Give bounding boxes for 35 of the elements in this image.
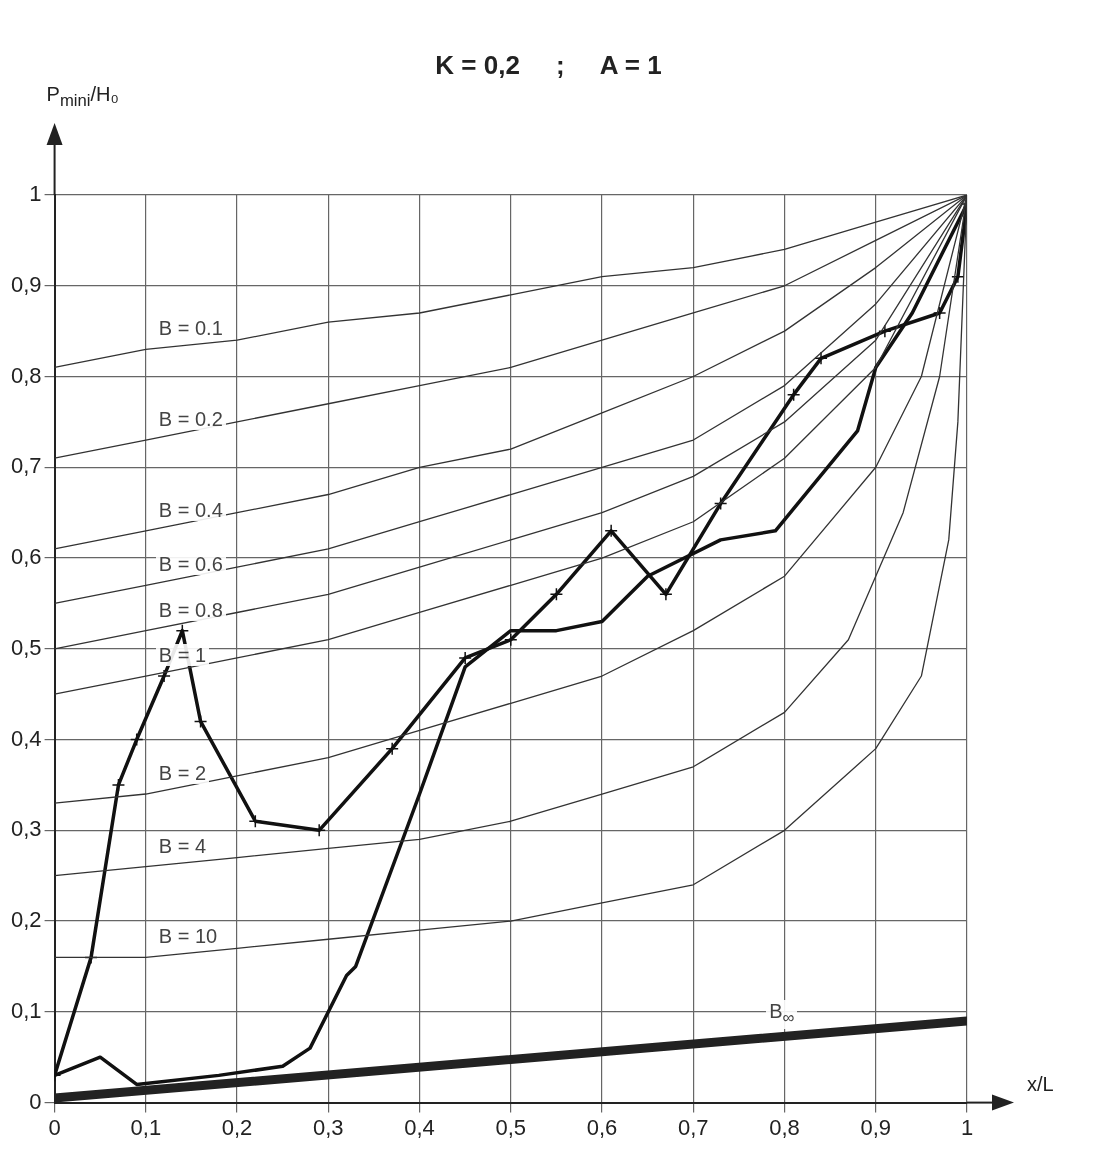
- y-axis-title: P$_{mini}$/H₀: [46, 83, 119, 111]
- x-tick-label: 0,7: [677, 1114, 709, 1140]
- y-tick-label: 0,7: [10, 453, 42, 479]
- y-tick-label: 0,4: [10, 725, 42, 751]
- x-axis-title: x/L: [1027, 1072, 1054, 1096]
- series-label: B = 2: [155, 762, 210, 785]
- x-tick-label: 0,9: [860, 1114, 892, 1140]
- y-tick-label: 0: [29, 1088, 42, 1114]
- x-tick-label: 0: [48, 1114, 61, 1140]
- series-label: B = 10: [155, 925, 221, 948]
- x-tick-label: 0,8: [769, 1114, 800, 1140]
- y-tick-label: 0,9: [10, 271, 42, 297]
- x-tick-label: 0,5: [495, 1114, 527, 1140]
- y-tick-label: 0,5: [10, 634, 42, 660]
- x-tick-label: 0,1: [130, 1114, 162, 1140]
- series-label: B$_{∞}$: [766, 999, 798, 1029]
- series-label: B = 0.4: [155, 498, 226, 521]
- series-label: B = 0.8: [155, 598, 226, 621]
- series-label: B = 0.2: [155, 408, 226, 431]
- y-tick-label: 0,1: [10, 997, 42, 1023]
- series-label: B = 1: [155, 644, 210, 667]
- series-label: B = 0.1: [155, 317, 226, 340]
- y-tick-label: 0,8: [10, 362, 42, 388]
- series-label: B = 4: [155, 834, 210, 857]
- x-tick-label: 1: [960, 1114, 974, 1140]
- y-tick-label: 0,6: [10, 544, 42, 570]
- x-tick-label: 0,4: [404, 1114, 435, 1140]
- series-label: B = 0.6: [155, 553, 226, 576]
- x-tick-label: 0,6: [586, 1114, 618, 1140]
- x-tick-label: 0,2: [221, 1114, 253, 1140]
- y-tick-label: 0,2: [10, 907, 42, 933]
- y-tick-label: 0,3: [10, 816, 42, 842]
- chart-title: K = 0,2 ; A = 1: [434, 50, 663, 81]
- x-tick-label: 0,3: [313, 1114, 344, 1140]
- y-tick-label: 1: [29, 181, 42, 207]
